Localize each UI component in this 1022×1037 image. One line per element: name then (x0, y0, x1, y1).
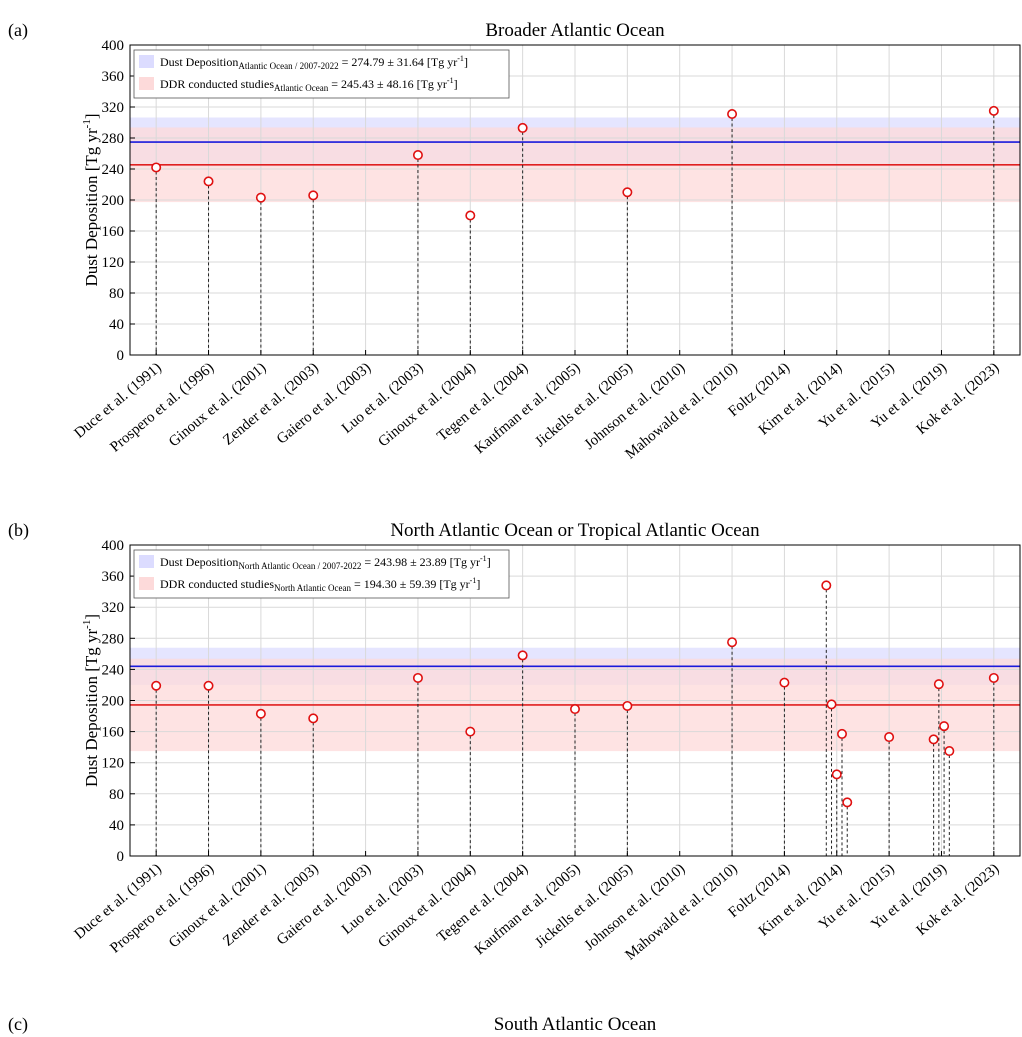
data-point (203, 176, 214, 187)
chart-title: Broader Atlantic Ocean (485, 20, 665, 41)
data-point (779, 677, 790, 688)
data-point (517, 650, 528, 661)
data-point (821, 580, 832, 591)
data-point (308, 190, 319, 201)
data-point (151, 680, 162, 691)
data-point (412, 672, 423, 683)
x-tick-label: Gaiero et al. (2003) (274, 360, 374, 448)
legend-entry-2: DDR conducted studiesAtlantic Ocean = 24… (160, 76, 458, 93)
data-point (988, 672, 999, 683)
data-point (727, 108, 738, 119)
data-point (203, 680, 214, 691)
panel-1: (a) Broader Atlantic Ocean 0 40 80 120 160 200 2… (8, 20, 1021, 463)
x-tick-label: Ginoux et al. (2001) (166, 360, 269, 450)
y-tick-label: 280 (102, 631, 125, 647)
chart-title: North Atlantic Ocean or Tropical Atlanti… (390, 520, 760, 541)
data-point (255, 708, 266, 719)
y-tick-label: 320 (102, 100, 125, 116)
y-tick-label: 0 (117, 849, 125, 865)
data-point (842, 797, 853, 808)
y-tick-label: 40 (109, 818, 124, 834)
y-tick-label: 80 (109, 787, 124, 803)
data-point (826, 699, 837, 710)
data-point (465, 726, 476, 737)
data-point (622, 700, 633, 711)
y-tick-label: 280 (102, 131, 125, 147)
x-tick-label: Jickells et al. (2005) (532, 360, 635, 450)
data-point (884, 732, 895, 743)
legend-box (133, 49, 510, 99)
x-tick-label: Gaiero et al. (2003) (274, 861, 374, 949)
data-point (944, 746, 955, 757)
x-tick-label: Zender et al. (2003) (220, 360, 322, 449)
y-tick-label: 240 (102, 662, 125, 678)
legend-box (133, 549, 510, 599)
data-point (255, 192, 266, 203)
y-tick-label: 0 (117, 348, 125, 364)
y-tick-label: 80 (109, 286, 124, 302)
legend: Dust DepositionNorth Atlantic Ocean / 20… (133, 549, 510, 599)
x-tick-label: Ginoux et al. (2004) (375, 861, 478, 951)
legend-entry-2: DDR conducted studiesNorth Atlantic Ocea… (160, 576, 480, 593)
y-tick-label: 120 (102, 756, 125, 772)
data-point (939, 721, 950, 732)
y-tick-label: 400 (102, 538, 125, 554)
panel-label: (c) (8, 1014, 28, 1035)
data-point (569, 704, 580, 715)
legend-swatch-2 (139, 577, 154, 590)
y-axis-label: Dust Deposition [Tg yr-1] (81, 614, 101, 787)
panel-label: (a) (8, 20, 28, 41)
legend-swatch-2 (139, 77, 154, 90)
data-point (465, 210, 476, 221)
legend-swatch-1 (139, 555, 154, 568)
data-point (308, 713, 319, 724)
x-tick-label: Ginoux et al. (2004) (375, 360, 478, 450)
data-point (517, 122, 528, 133)
y-tick-label: 160 (102, 725, 125, 741)
panel-2: (b) North Atlantic Ocean or Tropical Atla… (8, 520, 1021, 964)
x-tick-label: Tegen et al. (2004) (434, 861, 531, 946)
y-tick-label: 200 (102, 193, 125, 209)
y-tick-label: 200 (102, 694, 125, 710)
y-tick-label: 400 (102, 38, 125, 54)
data-point (836, 728, 847, 739)
data-point (933, 679, 944, 690)
y-tick-label: 160 (102, 224, 125, 240)
chart-title: South Atlantic Ocean (494, 1014, 657, 1035)
y-tick-label: 360 (102, 69, 125, 85)
legend-swatch-1 (139, 55, 154, 68)
legend: Dust DepositionAtlantic Ocean / 2007-202… (133, 49, 510, 99)
y-tick-label: 120 (102, 255, 125, 271)
y-tick-label: 360 (102, 569, 125, 585)
data-point (151, 162, 162, 173)
data-point (622, 187, 633, 198)
y-tick-label: 320 (102, 600, 125, 616)
data-point (831, 769, 842, 780)
x-tick-label: Ginoux et al. (2001) (166, 861, 269, 951)
x-tick-label: Duce et al. (1991) (72, 360, 165, 442)
x-tick-label: Tegen et al. (2004) (434, 360, 531, 445)
y-tick-label: 40 (109, 317, 124, 333)
x-tick-label: Duce et al. (1991) (72, 861, 165, 943)
data-point (412, 150, 423, 161)
data-point (988, 105, 999, 116)
x-tick-label: Jickells et al. (2005) (532, 861, 635, 951)
y-axis-label: Dust Deposition [Tg yr-1] (81, 113, 101, 286)
x-tick-label: Zender et al. (2003) (220, 861, 322, 950)
data-point (928, 734, 939, 745)
panel-label: (b) (8, 520, 29, 541)
data-point (727, 637, 738, 648)
panel-3: (c) South Atlantic Ocean (8, 1014, 657, 1035)
y-tick-label: 240 (102, 162, 125, 178)
legend-entry-1: Dust DepositionAtlantic Ocean / 2007-202… (160, 54, 468, 71)
legend-entry-1: Dust DepositionNorth Atlantic Ocean / 20… (160, 554, 491, 571)
